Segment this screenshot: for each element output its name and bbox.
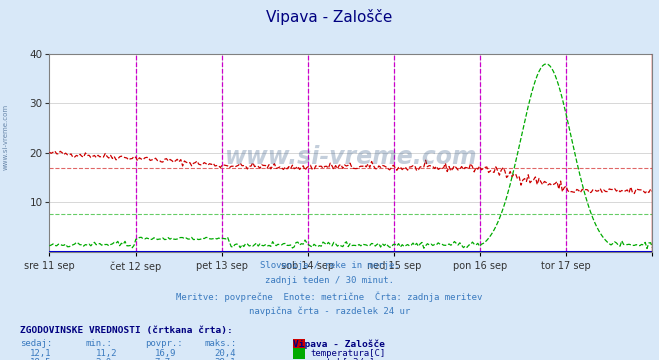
Text: maks.:: maks.: — [204, 339, 237, 348]
Text: Meritve: povprečne  Enote: metrične  Črta: zadnja meritev: Meritve: povprečne Enote: metrične Črta:… — [177, 291, 482, 302]
Text: 16,9: 16,9 — [155, 349, 177, 358]
Text: 12,1: 12,1 — [30, 349, 51, 358]
Text: 11,2: 11,2 — [96, 349, 117, 358]
Text: Vipava - Zalošče: Vipava - Zalošče — [266, 9, 393, 25]
Text: 38,1: 38,1 — [214, 358, 236, 360]
Text: 2,0: 2,0 — [96, 358, 111, 360]
Text: sedaj:: sedaj: — [20, 339, 52, 348]
Text: ZGODOVINSKE VREDNOSTI (črtkana črta):: ZGODOVINSKE VREDNOSTI (črtkana črta): — [20, 326, 233, 335]
Text: povpr.:: povpr.: — [145, 339, 183, 348]
Text: 20,4: 20,4 — [214, 349, 236, 358]
Text: 7,7: 7,7 — [155, 358, 171, 360]
Text: 18,5: 18,5 — [30, 358, 51, 360]
Text: www.si-vreme.com: www.si-vreme.com — [2, 104, 9, 170]
Text: min.:: min.: — [86, 339, 113, 348]
Text: zadnji teden / 30 minut.: zadnji teden / 30 minut. — [265, 276, 394, 285]
Text: pretok[m3/s]: pretok[m3/s] — [310, 358, 375, 360]
Text: navpična črta - razdelek 24 ur: navpična črta - razdelek 24 ur — [249, 306, 410, 316]
Text: temperatura[C]: temperatura[C] — [310, 349, 386, 358]
Text: www.si-vreme.com: www.si-vreme.com — [225, 145, 477, 169]
Text: Vipava - Zalošče: Vipava - Zalošče — [293, 339, 386, 348]
Text: Slovenija / reke in morje.: Slovenija / reke in morje. — [260, 261, 399, 270]
